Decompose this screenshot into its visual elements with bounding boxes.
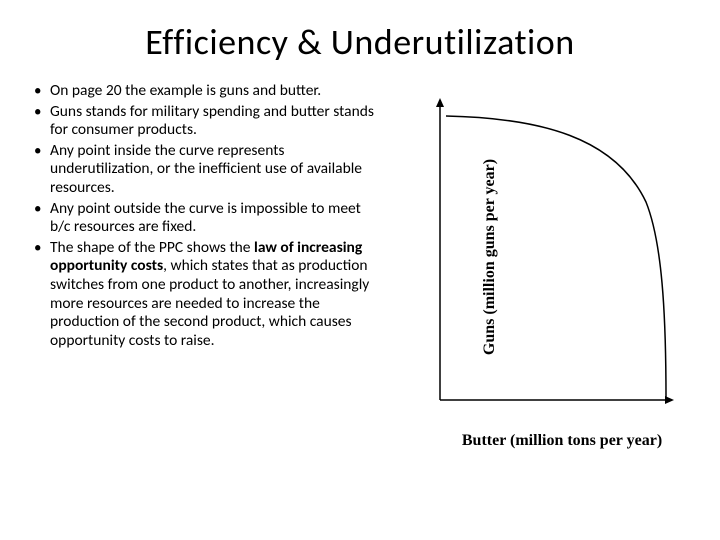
bullet-text: On page 20 the example is guns and butte… <box>50 81 321 100</box>
ppc-curve <box>446 116 666 398</box>
bullet-list: On page 20 the example is guns and butte… <box>30 82 380 422</box>
chart-svg <box>410 92 690 412</box>
bullet-item: On page 20 the example is guns and butte… <box>30 82 380 101</box>
content-row: On page 20 the example is guns and butte… <box>30 82 690 422</box>
bullet-text: Guns stands for military spending and bu… <box>50 102 374 140</box>
x-axis-label: Butter (million tons per year) <box>462 432 662 450</box>
bullet-item: Any point outside the curve is impossibl… <box>30 200 380 237</box>
chart-container: Guns (million guns per year) Butter (mil… <box>390 82 690 422</box>
bullet-item: Any point inside the curve represents un… <box>30 142 380 198</box>
slide: Efficiency & Underutilization On page 20… <box>0 0 720 540</box>
bullet-text: Any point inside the curve represents un… <box>50 141 362 197</box>
y-axis-label: Guns (million guns per year) <box>481 159 499 355</box>
ppc-chart: Guns (million guns per year) Butter (mil… <box>410 92 690 422</box>
y-axis-arrow <box>436 98 444 107</box>
bullet-item: Guns stands for military spending and bu… <box>30 103 380 140</box>
bullet-text: Any point outside the curve is impossibl… <box>50 199 361 237</box>
slide-title: Efficiency & Underutilization <box>30 20 690 64</box>
bullet-item: The shape of the PPC shows the law of in… <box>30 239 380 351</box>
bullet-text-prefix: The shape of the PPC shows the <box>50 238 254 257</box>
